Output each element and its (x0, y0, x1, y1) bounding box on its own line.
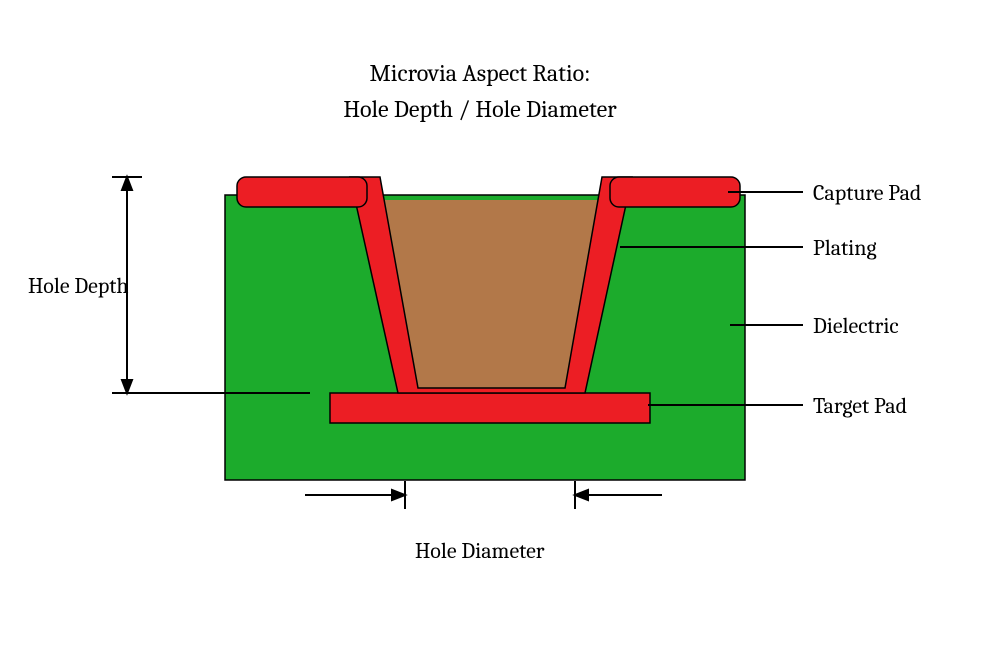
target-pad-label: Target Pad (813, 393, 907, 419)
plating-label: Plating (813, 235, 877, 261)
hole-diameter-dimension (305, 481, 662, 509)
capture-pad-right (610, 177, 740, 207)
capture-pad-label: Capture Pad (813, 180, 921, 206)
hole-diameter-label: Hole Diameter (415, 538, 545, 564)
target-pad (330, 393, 650, 423)
dielectric-label: Dielectric (813, 313, 899, 339)
capture-pad-left (237, 177, 367, 207)
hole-depth-label: Hole Depth (28, 273, 129, 299)
